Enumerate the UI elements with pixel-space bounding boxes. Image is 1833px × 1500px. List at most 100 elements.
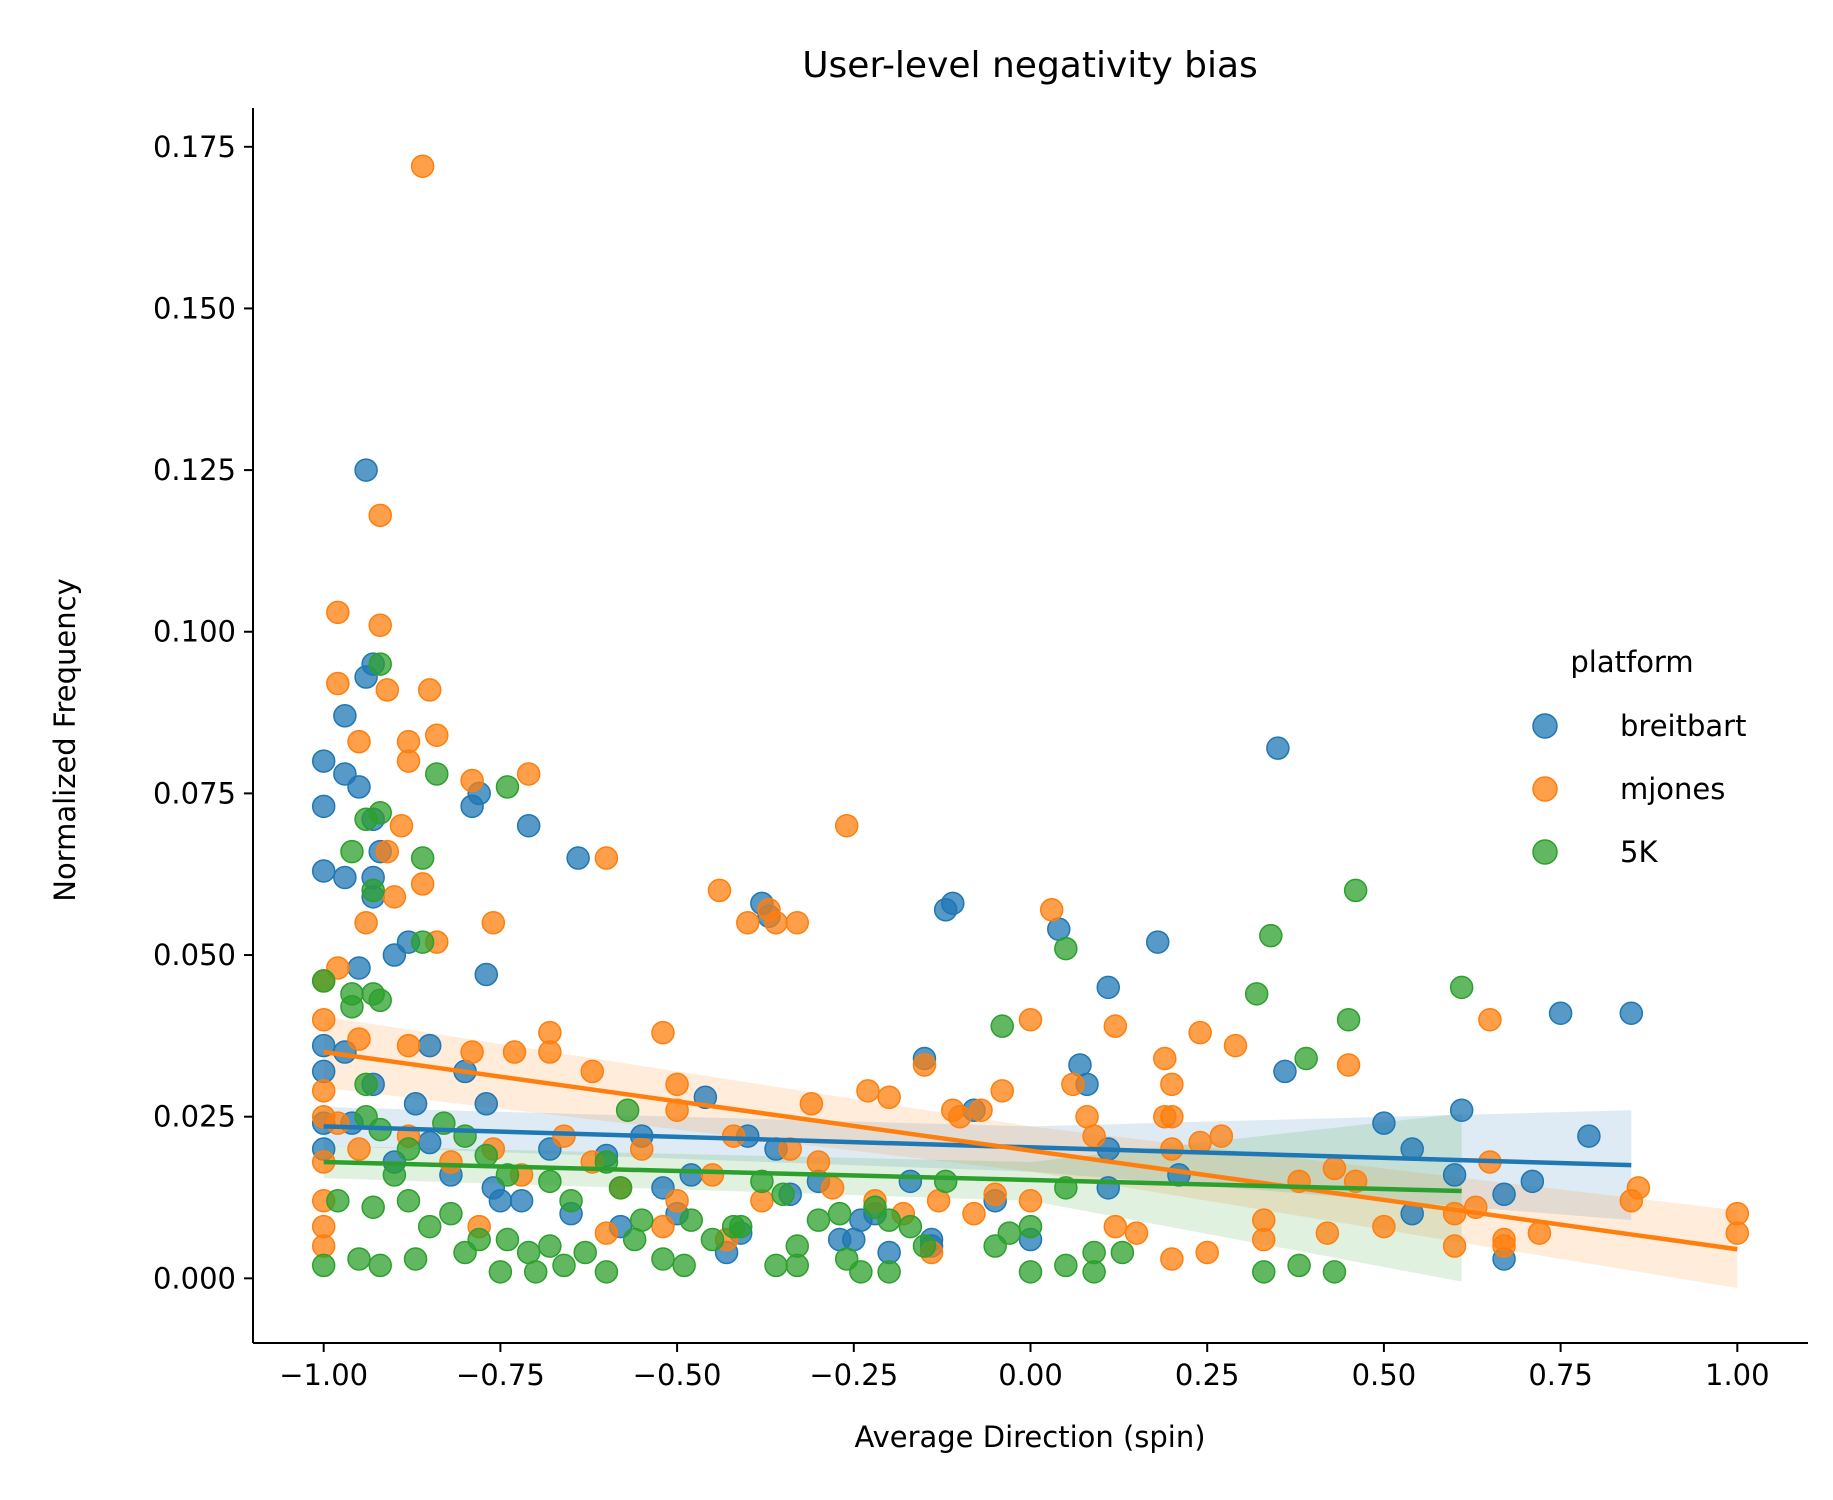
data-point-5k <box>990 1014 1014 1038</box>
data-point-mjones <box>785 910 809 935</box>
data-point-breitbart <box>1520 1169 1545 1194</box>
data-point-mjones <box>516 762 541 786</box>
data-point-mjones <box>990 1079 1014 1103</box>
data-point-mjones <box>820 1176 845 1200</box>
data-point-5k <box>1018 1260 1043 1284</box>
chart-title: User-level negativity bias <box>802 45 1258 86</box>
data-point-5k <box>1294 1046 1318 1071</box>
data-point-mjones <box>354 910 378 935</box>
data-point-mjones <box>389 813 414 838</box>
data-point-breitbart <box>679 1163 703 1187</box>
data-point-mjones <box>1039 898 1064 922</box>
data-point-5k <box>997 1221 1022 1245</box>
y-tick-label: 0.100 <box>153 615 236 649</box>
data-point-5k <box>898 1214 923 1239</box>
data-point-mjones <box>962 1201 986 1226</box>
data-point-breitbart <box>347 956 371 980</box>
data-point-5k <box>877 1260 901 1284</box>
data-point-5k <box>368 988 392 1013</box>
data-point-mjones <box>1103 1014 1128 1038</box>
data-point-5k <box>396 1188 421 1213</box>
data-point-breitbart <box>1442 1163 1467 1187</box>
data-point-mjones <box>410 154 435 178</box>
data-point-5k <box>877 1208 901 1232</box>
data-point-mjones <box>594 1221 619 1245</box>
data-point-5k <box>1259 923 1283 948</box>
data-point-5k <box>516 1240 541 1265</box>
x-tick-label: 1.00 <box>1705 1358 1770 1392</box>
data-point-mjones <box>700 1163 725 1187</box>
data-point-5k <box>785 1253 809 1278</box>
data-point-mjones <box>877 1085 901 1110</box>
data-point-mjones <box>969 1098 993 1122</box>
axes: −1.00 −0.75 −0.50 −0.25 0.00 0.25 0.50 0.75 1.00… <box>153 108 1808 1392</box>
data-point-5k <box>615 1098 640 1122</box>
data-point-mjones <box>856 1079 880 1103</box>
legend-marker-mjones <box>1532 776 1558 802</box>
data-point-mjones <box>1018 1007 1043 1032</box>
data-point-breitbart <box>1273 1059 1297 1084</box>
data-point-mjones <box>1442 1201 1467 1226</box>
data-point-5k <box>425 762 449 786</box>
data-point-5k <box>1449 975 1474 1000</box>
data-point-5k <box>417 1214 442 1239</box>
data-point-5k <box>1110 1240 1135 1265</box>
data-point-mjones <box>326 1111 350 1135</box>
data-point-5k <box>1018 1214 1043 1239</box>
data-point-mjones <box>311 1079 336 1103</box>
data-point-mjones <box>326 671 350 696</box>
data-point-mjones <box>1018 1188 1043 1213</box>
legend-title: platform <box>1570 645 1693 679</box>
data-point-mjones <box>347 1137 371 1161</box>
x-tick-label: −0.25 <box>809 1358 898 1392</box>
legend-label-mjones: mjones <box>1620 772 1725 806</box>
legend: platform breitbart mjones 5K <box>1532 645 1746 869</box>
data-point-mjones <box>375 839 400 864</box>
data-point-mjones <box>1315 1221 1340 1245</box>
data-point-5k <box>764 1253 788 1278</box>
data-point-breitbart <box>1548 1001 1573 1025</box>
data-point-mjones <box>651 1020 675 1045</box>
x-tick-label: 0.25 <box>1175 1358 1240 1392</box>
fit-line-mjones <box>323 1049 1738 1252</box>
data-point-mjones <box>396 1033 421 1058</box>
data-point-5k <box>552 1253 576 1278</box>
data-point-5k <box>538 1169 562 1194</box>
data-point-5k <box>700 1227 725 1252</box>
data-point-breitbart <box>333 704 357 728</box>
y-tick-label: 0.125 <box>153 453 236 487</box>
data-point-mjones <box>1061 1072 1085 1097</box>
data-point-breitbart <box>333 865 357 890</box>
data-point-breitbart <box>509 1188 534 1213</box>
data-point-mjones <box>410 872 435 896</box>
data-point-5k <box>361 878 385 903</box>
data-point-5k <box>651 1247 675 1271</box>
data-point-mjones <box>1626 1176 1651 1200</box>
data-point-breitbart <box>1492 1182 1516 1207</box>
data-point-5k <box>495 775 520 799</box>
data-point-5k <box>594 1260 619 1284</box>
series-5k <box>311 652 1474 1284</box>
data-point-5k <box>382 1163 407 1187</box>
data-point-5k <box>1287 1253 1311 1278</box>
y-tick-label: 0.000 <box>153 1261 236 1295</box>
data-point-5k <box>1336 1007 1361 1032</box>
data-point-mjones <box>1082 1124 1106 1148</box>
data-point-mjones <box>460 768 484 793</box>
fit-line-5k <box>323 1159 1462 1194</box>
data-point-breitbart <box>516 813 541 838</box>
data-point-mjones <box>594 846 619 870</box>
data-point-breitbart <box>566 846 590 870</box>
data-point-mjones <box>665 1188 689 1213</box>
data-point-5k <box>1244 982 1269 1006</box>
data-point-mjones <box>1209 1124 1234 1148</box>
data-point-5k <box>1252 1260 1276 1284</box>
y-tick-label: 0.150 <box>153 291 236 325</box>
legend-marker-5k <box>1532 839 1558 865</box>
data-point-mjones <box>1372 1214 1396 1239</box>
data-point-mjones <box>736 910 760 935</box>
data-point-mjones <box>368 613 392 638</box>
data-point-mjones <box>1223 1033 1248 1058</box>
data-point-mjones <box>1160 1137 1184 1161</box>
data-point-5k <box>347 1247 371 1271</box>
